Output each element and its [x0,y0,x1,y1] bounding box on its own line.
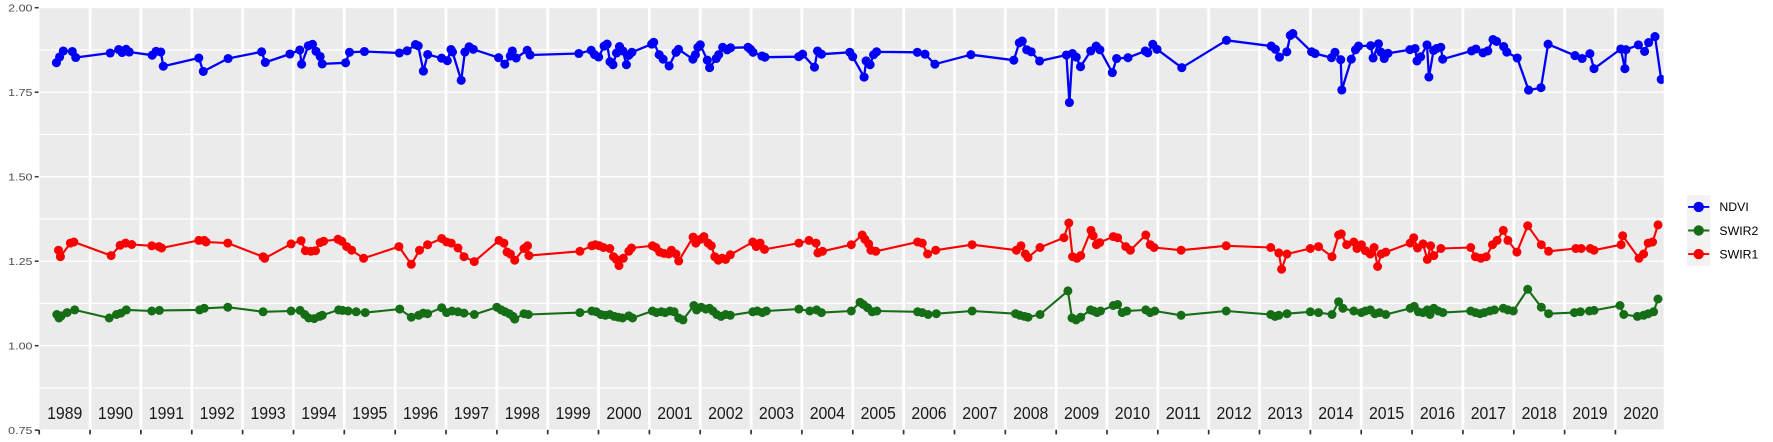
svg-text:1996: 1996 [403,403,438,423]
svg-text:NDVI: NDVI [1719,200,1748,214]
svg-text:1997: 1997 [454,403,489,423]
svg-text:1995: 1995 [352,403,387,423]
svg-text:1.25: 1.25 [8,257,33,268]
svg-text:2011: 2011 [1166,403,1201,423]
svg-text:2008: 2008 [1013,403,1048,423]
svg-text:1992: 1992 [200,403,235,423]
svg-text:SWIR1: SWIR1 [1719,247,1758,261]
svg-text:0.75: 0.75 [8,426,33,437]
svg-text:2018: 2018 [1522,403,1557,423]
svg-text:1993: 1993 [251,403,286,423]
svg-text:2.00: 2.00 [8,4,33,15]
svg-text:2004: 2004 [810,403,845,423]
svg-text:2006: 2006 [911,403,946,423]
svg-text:2014: 2014 [1318,403,1353,423]
svg-text:1989: 1989 [47,403,82,423]
svg-text:2020: 2020 [1623,403,1658,423]
svg-text:2002: 2002 [708,403,743,423]
svg-text:2009: 2009 [1064,403,1099,423]
svg-text:SWIR2: SWIR2 [1719,224,1758,238]
svg-text:1.75: 1.75 [8,88,33,99]
svg-text:1991: 1991 [149,403,184,423]
svg-text:1994: 1994 [301,403,336,423]
svg-text:2019: 2019 [1572,403,1607,423]
svg-text:2013: 2013 [1267,403,1302,423]
svg-text:2003: 2003 [759,403,794,423]
svg-text:2017: 2017 [1471,403,1506,423]
svg-text:2010: 2010 [1115,403,1150,423]
svg-text:2007: 2007 [962,403,997,423]
svg-text:1.50: 1.50 [8,173,33,184]
svg-text:2012: 2012 [1217,403,1252,423]
svg-text:1998: 1998 [505,403,540,423]
svg-text:2005: 2005 [861,403,896,423]
svg-text:2000: 2000 [606,403,641,423]
svg-text:2015: 2015 [1369,403,1404,423]
svg-text:2016: 2016 [1420,403,1455,423]
svg-text:2001: 2001 [657,403,692,423]
svg-text:1.00: 1.00 [8,342,33,353]
svg-text:1999: 1999 [556,403,591,423]
svg-text:1990: 1990 [98,403,133,423]
